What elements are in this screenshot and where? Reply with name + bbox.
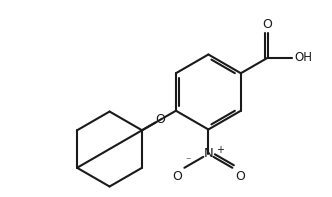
Text: O: O [172, 170, 182, 183]
Text: ⁻: ⁻ [186, 156, 191, 166]
Text: O: O [235, 170, 245, 183]
Text: +: + [215, 145, 223, 155]
Text: O: O [263, 18, 273, 31]
Text: OH: OH [294, 51, 312, 64]
Text: O: O [155, 113, 165, 126]
Text: N: N [204, 147, 213, 160]
